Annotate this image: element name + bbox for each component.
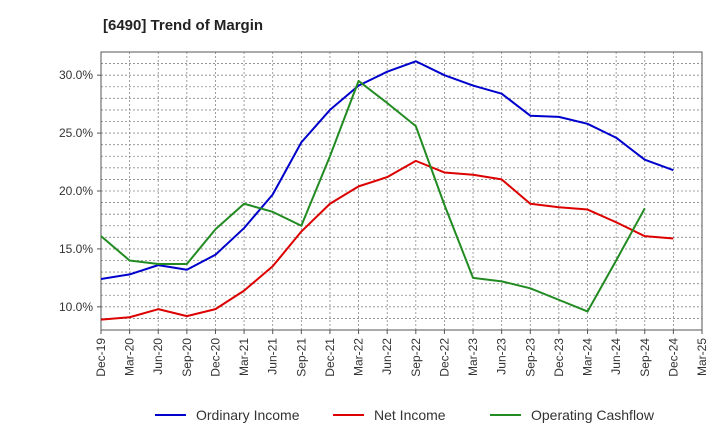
y-tick-label: 25.0%: [59, 126, 93, 140]
y-tick-label: 15.0%: [59, 242, 93, 256]
legend-label: Net Income: [374, 407, 446, 423]
y-tick-label: 30.0%: [59, 68, 93, 82]
x-tick-label: Dec-23: [552, 338, 566, 377]
x-tick-label: Dec-24: [666, 338, 680, 377]
legend-label: Operating Cashflow: [531, 407, 655, 423]
x-tick-label: Sep-23: [523, 338, 537, 377]
x-tick-label: Mar-20: [123, 338, 137, 376]
x-tick-label: Mar-21: [237, 338, 251, 376]
x-tick-label: Sep-20: [180, 338, 194, 377]
legend-label: Ordinary Income: [196, 407, 300, 423]
y-tick-label: 20.0%: [59, 184, 93, 198]
x-tick-label: Mar-22: [352, 338, 366, 376]
x-tick-label: Jun-24: [609, 338, 623, 375]
x-tick-label: Mar-25: [695, 338, 709, 376]
series-line: [100, 60, 674, 281]
series-line: [100, 159, 674, 321]
x-tick-label: Sep-21: [294, 338, 308, 377]
chart-title: [6490] Trend of Margin: [103, 17, 264, 34]
x-tick-label: Dec-20: [208, 338, 222, 377]
x-tick-label: Dec-22: [437, 338, 451, 377]
x-tick-label: Jun-23: [495, 338, 509, 375]
x-tick-label: Jun-21: [266, 338, 280, 375]
x-tick-label: Sep-24: [638, 338, 652, 377]
y-tick-label: 10.0%: [59, 300, 93, 314]
x-tick-label: Mar-23: [466, 338, 480, 376]
x-tick-label: Sep-22: [409, 338, 423, 377]
x-tick-label: Jun-20: [151, 338, 165, 375]
series-line: [100, 79, 646, 313]
x-tick-label: Dec-21: [323, 338, 337, 377]
x-tick-label: Jun-22: [380, 338, 394, 375]
x-tick-label: Dec-19: [94, 338, 108, 377]
x-tick-label: Mar-24: [581, 338, 595, 376]
